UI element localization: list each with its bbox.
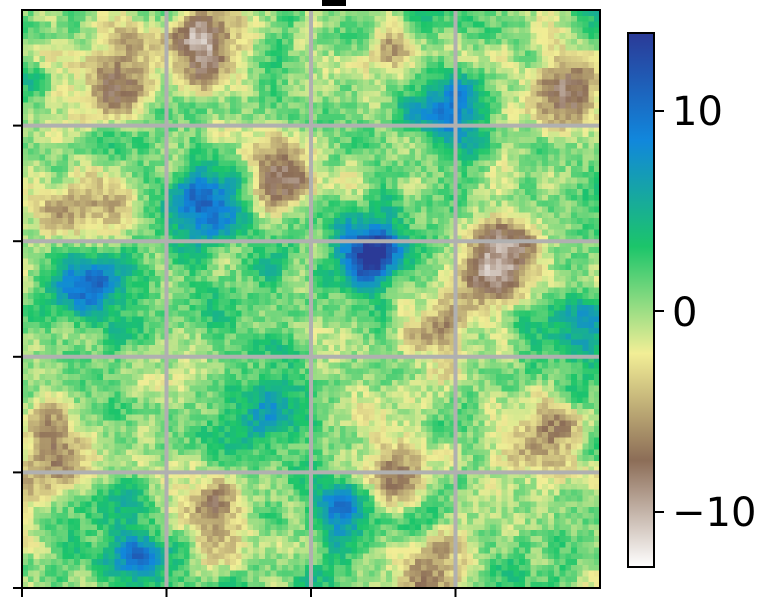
- colorbar-tick-label-2: −10: [672, 490, 756, 536]
- axis-ticks: [13, 124, 457, 597]
- grid-lines: [22, 10, 600, 588]
- colorbar-tick-label-1: 0: [672, 290, 697, 336]
- title-fragment: [322, 0, 346, 6]
- colorbar: [627, 32, 655, 568]
- colorbar-tick-label-0: 10: [672, 89, 723, 135]
